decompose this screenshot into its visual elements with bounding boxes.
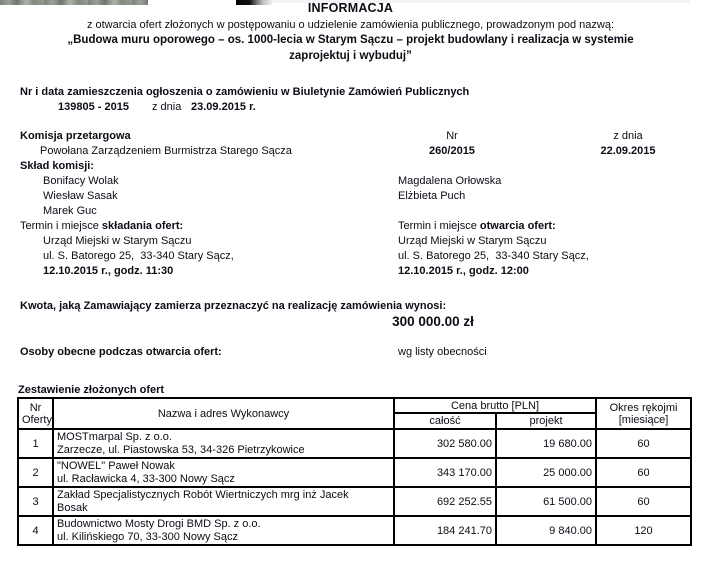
project-name-line1: „Budowa muru oporowego – os. 1000-lecia … — [67, 34, 634, 46]
committee-date: 22.09.2015 — [600, 145, 656, 157]
offer-name-line1: "NOWEL" Paweł Nowak — [57, 459, 175, 472]
screenshot-artifact-texture-strip — [0, 0, 148, 5]
submission-datetime: 12.10.2015 r., godz. 11:30 — [43, 265, 174, 277]
offer-name-line1: MOSTmarpal Sp. z o.o. — [57, 430, 172, 443]
offer-nr: 4 — [17, 515, 54, 546]
attendees-value: wg listy obecności — [398, 346, 487, 358]
opening-datetime: 12.10.2015 r., godz. 12:00 — [398, 265, 529, 277]
submission-place-line1: Urząd Miejski w Starym Sączu — [43, 235, 192, 247]
offers-table-subheader-row: całość projekt — [18, 412, 691, 430]
col-header-price-total: całość — [393, 412, 497, 430]
committee-member: Wiesław Sasak — [43, 190, 118, 202]
committee-members-label: Skład komisji: — [20, 160, 94, 172]
col-header-nr-line2: Oferty — [22, 413, 52, 426]
offer-name-line2: Zarzecze, ul. Piastowska 53, 34-326 Piet… — [57, 443, 305, 456]
page-title: INFORMACJA — [307, 1, 394, 15]
opening-place-line2: ul. S. Batorego 25, 33-340 Stary Sącz, — [398, 250, 589, 262]
committee-number: 260/2015 — [429, 145, 475, 157]
offer-name-line1: Zakład Specjalistycznych Robót Wiertnicz… — [57, 488, 349, 501]
submission-label-bold: składania ofert: — [101, 220, 184, 232]
col-header-price-project: projekt — [495, 412, 597, 430]
offer-price-total: 302 580.00 — [393, 428, 497, 459]
col-header-price-group: Cena brutto [PLN] — [393, 397, 597, 414]
offer-name: MOSTmarpal Sp. z o.o. Zarzecze, ul. Piast… — [52, 428, 395, 459]
col-header-nr: Nr Oferty — [17, 397, 54, 430]
project-name-line2: zaprojektuj i wybuduj” — [289, 50, 412, 62]
committee-member: Bonifacy Wolak — [43, 175, 119, 187]
announcement-date: 23.09.2015 r. — [191, 101, 256, 113]
offer-warranty: 60 — [595, 428, 692, 459]
submission-place-line2: ul. S. Batorego 25, 33-340 Stary Sącz, — [43, 250, 234, 262]
offer-price-project: 61 500.00 — [495, 486, 597, 517]
offer-nr: 2 — [17, 457, 54, 488]
col-header-nr-line1: Nr — [29, 401, 42, 414]
opening-label-prefix: Termin i miejsce — [398, 220, 480, 232]
committee-member: Elżbieta Puch — [398, 190, 466, 202]
offer-price-total: 184 241.70 — [393, 515, 497, 546]
committee-nr-label: Nr — [446, 130, 458, 142]
offers-table-header-row: Nr Oferty Nazwa i adres Wykonawcy Cena br… — [17, 397, 692, 430]
offer-warranty: 60 — [595, 457, 692, 488]
offer-nr: 3 — [17, 486, 54, 517]
offer-price-total: 343 170.00 — [393, 457, 497, 488]
opening-label-bold: otwarcia ofert: — [479, 220, 556, 232]
offer-price-total: 692 252.55 — [393, 486, 497, 517]
opening-label: Termin i miejsce otwarcia ofert: — [398, 220, 556, 232]
col-header-name: Nazwa i adres Wykonawcy — [52, 397, 395, 430]
offer-price-project: 19 680.00 — [495, 428, 597, 459]
offer-name-line2: Bosak — [57, 501, 88, 514]
submission-label: Termin i miejsce składania ofert: — [20, 220, 183, 232]
attendees-label: Osoby obecne podczas otwarcia ofert: — [20, 346, 222, 358]
announcement-label: Nr i data zamieszczenia ogłoszenia o zam… — [20, 86, 470, 98]
offer-name: "NOWEL" Paweł Nowak ul. Racławicka 4, 33-… — [52, 457, 395, 488]
offer-row: 4 Budownictwo Mosty Drogi BMD Sp. z o.o.… — [17, 515, 692, 546]
committee-appointed-by: Powołana Zarządzeniem Burmistrza Starego… — [40, 145, 292, 157]
offer-name: Budownictwo Mosty Drogi BMD Sp. z o.o. ul… — [52, 515, 395, 546]
committee-member: Magdalena Orłowska — [398, 175, 502, 187]
offer-row: 3 Zakład Specjalistycznych Robót Wiertni… — [17, 486, 692, 517]
col-header-warranty-line2: [miesiące] — [618, 413, 669, 426]
budget-amount: 300 000.00 zł — [392, 314, 474, 329]
budget-label: Kwota, jaką Zamawiający zamierza przezna… — [20, 300, 447, 312]
offer-price-project: 9 840.00 — [495, 515, 597, 546]
offer-row: 2 "NOWEL" Paweł Nowak ul. Racławicka 4, 3… — [17, 457, 692, 488]
committee-label: Komisja przetargowa — [20, 130, 131, 142]
committee-member: Marek Guc — [43, 205, 97, 217]
offers-table-title: Zestawienie złożonych ofert — [18, 384, 165, 396]
screenshot-artifact-black-mark — [236, 0, 272, 5]
col-header-warranty: Okres rękojmi [miesiące] — [595, 397, 692, 430]
offer-price-project: 25 000.00 — [495, 457, 597, 488]
opening-place-line1: Urząd Miejski w Starym Sączu — [398, 235, 547, 247]
screenshot-artifact-hairline — [272, 0, 690, 3]
offer-warranty: 120 — [595, 515, 692, 546]
offer-name-line2: ul. Racławicka 4, 33-300 Nowy Sącz — [57, 472, 235, 485]
announcement-z-dnia-label: z dnia — [152, 101, 182, 113]
offer-name: Zakład Specjalistycznych Robót Wiertnicz… — [52, 486, 395, 517]
offers-table: Nr Oferty Nazwa i adres Wykonawcy Cena br… — [17, 397, 692, 546]
committee-z-dnia-label: z dnia — [613, 130, 643, 142]
col-header-warranty-line1: Okres rękojmi — [609, 401, 678, 414]
offer-name-line1: Budownictwo Mosty Drogi BMD Sp. z o.o. — [57, 517, 261, 530]
announcement-number: 139805 - 2015 — [58, 101, 129, 113]
offer-nr: 1 — [17, 428, 54, 459]
offer-warranty: 60 — [595, 486, 692, 517]
offer-row: 1 MOSTmarpal Sp. z o.o. Zarzecze, ul. Pia… — [17, 428, 692, 459]
doc-subtitle: z otwarcia ofert złożonych w postępowani… — [86, 19, 615, 31]
submission-label-prefix: Termin i miejsce — [20, 220, 102, 232]
offer-name-line2: ul. Kilińskiego 70, 33-300 Nowy Sącz — [57, 530, 238, 543]
